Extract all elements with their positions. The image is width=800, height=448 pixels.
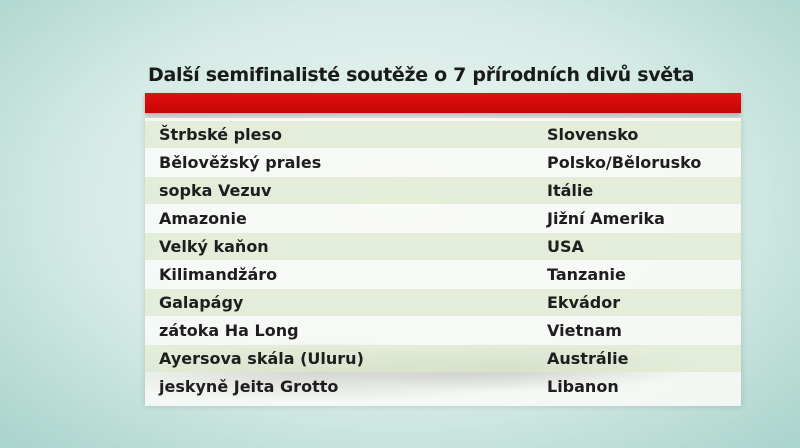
place-name: Velký kaňon bbox=[159, 237, 269, 256]
graphic-title: Další semifinalisté soutěže o 7 přírodní… bbox=[148, 64, 695, 86]
place-name: jeskyně Jeita Grotto bbox=[159, 377, 339, 396]
table-row: Amazonie Jižní Amerika bbox=[145, 205, 741, 232]
country-name: Vietnam bbox=[547, 321, 622, 340]
place-name: zátoka Ha Long bbox=[159, 321, 299, 340]
country-name: Ekvádor bbox=[547, 293, 621, 312]
place-name: Štrbské pleso bbox=[159, 125, 282, 144]
table-row: jeskyně Jeita Grotto Libanon bbox=[145, 373, 741, 400]
place-name: Galapágy bbox=[159, 293, 244, 312]
country-name: Austrálie bbox=[547, 349, 629, 368]
country-name: Slovensko bbox=[547, 125, 639, 144]
place-name: Amazonie bbox=[159, 209, 247, 228]
place-name: Bělověžský prales bbox=[159, 153, 322, 172]
table-row: Galapágy Ekvádor bbox=[145, 289, 741, 316]
place-name: Kilimandžáro bbox=[159, 265, 278, 284]
red-accent-bar bbox=[145, 93, 741, 113]
country-name: Libanon bbox=[547, 377, 619, 396]
table-row: Velký kaňon USA bbox=[145, 233, 741, 260]
table-row: zátoka Ha Long Vietnam bbox=[145, 317, 741, 344]
country-name: USA bbox=[547, 237, 584, 256]
table-row: Bělověžský prales Polsko/Bělorusko bbox=[145, 149, 741, 176]
semifinalists-table: Štrbské pleso Slovensko Bělověžský prales P… bbox=[145, 118, 741, 408]
country-name: Jižní Amerika bbox=[547, 209, 665, 228]
place-name: Ayersova skála (Uluru) bbox=[159, 349, 364, 368]
table-row: Štrbské pleso Slovensko bbox=[145, 121, 741, 148]
table-row: Kilimandžáro Tanzanie bbox=[145, 261, 741, 288]
place-name: sopka Vezuv bbox=[159, 181, 272, 200]
country-name: Polsko/Bělorusko bbox=[547, 153, 702, 172]
table-row: sopka Vezuv Itálie bbox=[145, 177, 741, 204]
table-row: Ayersova skála (Uluru) Austrálie bbox=[145, 345, 741, 372]
country-name: Tanzanie bbox=[547, 265, 626, 284]
country-name: Itálie bbox=[547, 181, 594, 200]
